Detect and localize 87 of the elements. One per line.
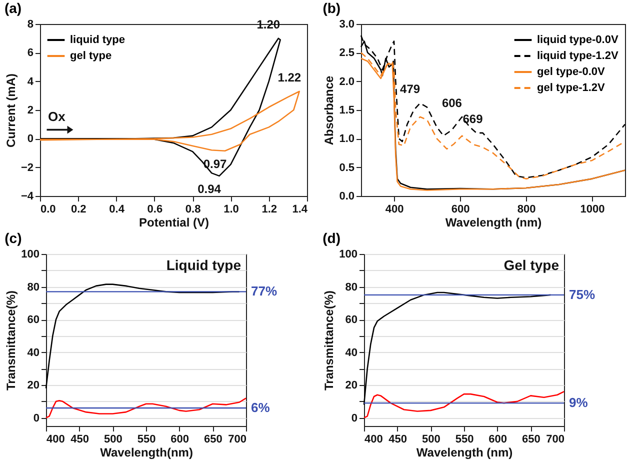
- y-axis-title: Transmittance(%): [4, 290, 18, 391]
- x-tick-label: 650: [522, 434, 540, 446]
- annotation: 0.94: [198, 182, 222, 196]
- x-axis-title: Wavelength(nm): [100, 446, 193, 460]
- annotation: Liquid type: [166, 257, 242, 273]
- y-tick-label: 3.0: [339, 18, 354, 30]
- annotation: 606: [442, 96, 462, 110]
- ref-line-label: 9%: [569, 395, 588, 410]
- x-tick-label: 0.4: [109, 204, 126, 216]
- line-series: [39, 90, 300, 152]
- line-series: [45, 398, 247, 418]
- x-axis-title: Wavelength (nm): [445, 216, 542, 230]
- y-tick-label: 40: [345, 346, 358, 359]
- x-tick-label: 550: [137, 434, 156, 446]
- chart-title: (d): [322, 230, 341, 246]
- x-tick-label: 400: [385, 204, 404, 216]
- x-tick-label: 600: [451, 204, 470, 216]
- y-tick-label: 0: [27, 133, 34, 146]
- y-tick-label: 60: [345, 314, 358, 326]
- x-tick-label: 550: [455, 434, 474, 446]
- x-tick-label: 1.4: [292, 204, 308, 216]
- y-tick-label: 6: [27, 47, 34, 60]
- x-tick-label: 0.0: [40, 204, 56, 216]
- y-tick-label: 80: [345, 281, 358, 294]
- y-tick-label: 8: [27, 18, 34, 30]
- annotation: 1.22: [278, 70, 302, 84]
- y-tick-label: 80: [27, 281, 40, 294]
- x-tick-label: 500: [422, 434, 440, 446]
- y-tick-label: 4: [27, 76, 34, 88]
- line-series: [363, 390, 565, 418]
- y-tick-label: −4: [20, 190, 34, 202]
- line-series: [363, 292, 552, 406]
- x-tick-label: 1.0: [224, 204, 239, 216]
- legend-label: liquid type-0.0V: [537, 34, 619, 46]
- y-tick-label: 0: [33, 412, 40, 424]
- x-tick-label: 600: [170, 434, 190, 446]
- legend-label: gel type-1.2V: [537, 82, 606, 94]
- legend-label: gel type: [70, 50, 112, 62]
- annotation: 0.97: [203, 156, 227, 171]
- ref-line-label: 77%: [251, 284, 278, 299]
- y-tick-label: 100: [21, 248, 40, 260]
- ref-line-label: 75%: [569, 286, 596, 302]
- y-axis-title: Transmittance(%): [322, 290, 336, 391]
- x-tick-label: 700: [228, 434, 246, 446]
- x-tick-label: 400: [46, 434, 65, 446]
- y-tick-label: 1.0: [339, 133, 354, 146]
- x-tick-label: 800: [517, 204, 536, 216]
- annotation: 669: [462, 112, 484, 126]
- x-tick-label: 0.2: [70, 204, 86, 216]
- y-tick-label: 20: [27, 380, 40, 392]
- ref-line-label: 6%: [251, 400, 270, 415]
- chart-title: (c): [4, 230, 22, 246]
- y-tick-label: 20: [345, 380, 358, 392]
- x-tick-label: 0.6: [147, 204, 163, 216]
- y-tick-label: 0: [351, 412, 358, 424]
- x-tick-label: 1000: [580, 204, 605, 216]
- y-tick-label: 1.5: [339, 104, 354, 116]
- x-axis-title: Wavelength (nm): [416, 446, 513, 460]
- x-tick-label: 400: [364, 434, 383, 446]
- annotation: 479: [400, 82, 420, 96]
- y-axis-title: Current (mA): [4, 74, 18, 148]
- x-tick-label: 450: [388, 434, 408, 446]
- y-tick-label: 2.0: [339, 76, 354, 88]
- legend-label: liquid type: [70, 34, 125, 46]
- legend-label: gel type-0.0V: [537, 66, 606, 78]
- y-tick-label: 60: [27, 314, 40, 326]
- y-tick-label: 100: [339, 248, 358, 260]
- y-tick-label: 0.0: [339, 190, 354, 202]
- chart-title: (b): [322, 0, 341, 16]
- x-tick-label: 650: [204, 434, 222, 446]
- x-axis-title: Potential (V): [138, 216, 210, 230]
- y-tick-label: 2: [27, 104, 34, 116]
- x-tick-label: 0.8: [185, 204, 201, 216]
- x-tick-label: 700: [546, 434, 564, 446]
- legend-label: liquid type-1.2V: [537, 50, 619, 62]
- x-tick-label: 500: [104, 434, 122, 446]
- x-tick-label: 600: [488, 434, 508, 446]
- x-tick-label: 450: [70, 434, 90, 446]
- y-tick-label: 40: [27, 346, 40, 359]
- y-axis-title: Absorbance: [322, 76, 336, 146]
- y-tick-label: −2: [20, 162, 34, 174]
- y-tick-label: 0.5: [339, 162, 354, 174]
- chart-title: (a): [4, 0, 22, 16]
- annotation: Gel type: [504, 257, 560, 273]
- y-tick-label: 2.5: [339, 47, 354, 60]
- x-tick-label: 1.2: [262, 204, 278, 216]
- annotation: Ox: [48, 108, 66, 124]
